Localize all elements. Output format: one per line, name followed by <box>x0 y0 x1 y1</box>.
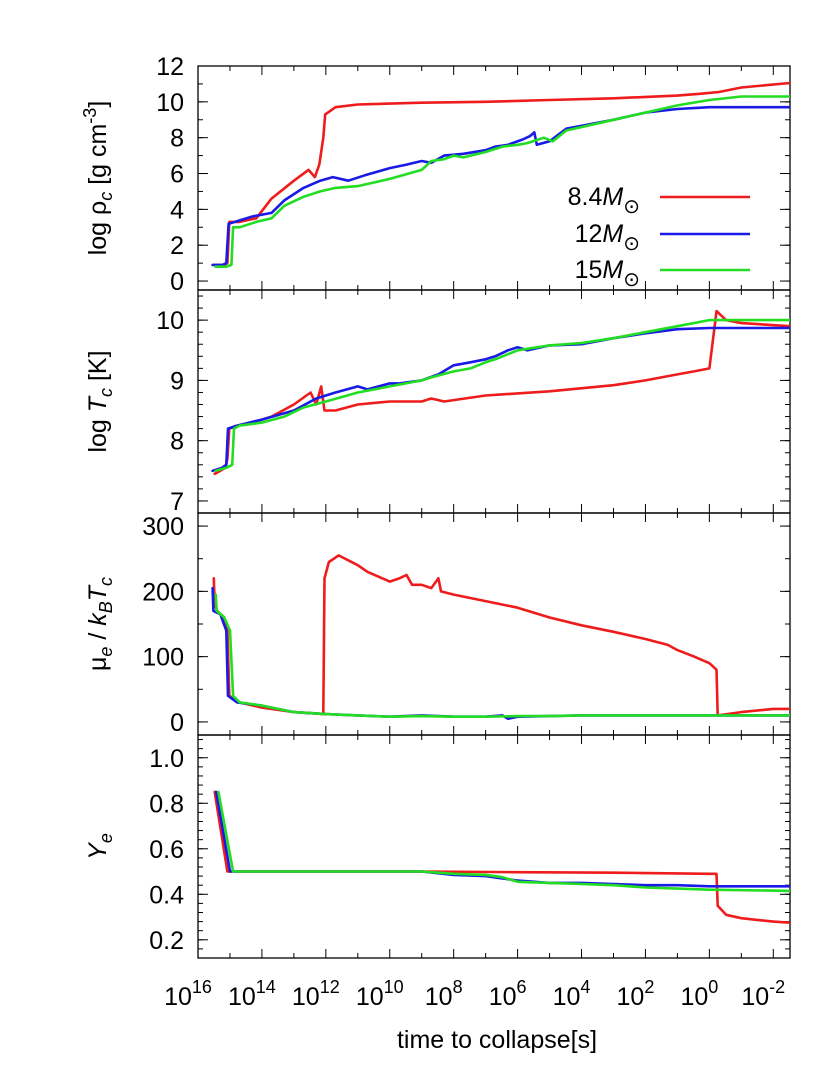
y-tick-label: 10 <box>156 307 184 335</box>
x-tick-label: 100 <box>680 977 718 1011</box>
y-tick-label: 0.8 <box>149 790 184 818</box>
x-tick-label: 1012 <box>292 977 340 1011</box>
x-tick-label: 10-2 <box>741 977 785 1011</box>
x-axis-ticks: 1016 1014 1012 1010 108 106 104 102 100 10-2 <box>164 977 785 1011</box>
y-tick-label: 100 <box>142 644 184 672</box>
y-tick-label: 7 <box>170 488 184 516</box>
series-line-8-4m-sun <box>213 81 790 267</box>
panel-frame <box>197 289 791 514</box>
y-tick-label: 8 <box>170 125 184 153</box>
series-line-15m-sun <box>217 790 790 893</box>
panels: 0 2 4 6 8 10 12 log ρc [g cm-3] 8.4M⊙12M⊙15M⊙ 7 8 9… <box>80 53 791 959</box>
panel-3: 0 100 200 300 μe / kBTc <box>84 512 791 737</box>
y-tick-label: 12 <box>156 53 184 81</box>
y-tick-label: 9 <box>170 367 184 395</box>
y-tick-label: 0.6 <box>149 836 184 864</box>
x-tick-label: 106 <box>489 977 527 1011</box>
legend-label: 15M⊙ <box>575 256 640 291</box>
series-line-12m-sun <box>211 586 790 720</box>
y-axis-label: log ρc [g cm-3] <box>80 101 116 256</box>
x-tick-label: 1016 <box>164 977 212 1011</box>
series-line-15m-sun <box>214 593 790 718</box>
legend-label: 8.4M⊙ <box>568 183 640 218</box>
series-line-15m-sun <box>214 318 790 473</box>
panel-frame <box>197 512 791 736</box>
y-tick-label: 1.0 <box>149 745 184 773</box>
x-tick-label: 104 <box>553 977 591 1011</box>
y-tick-label: 2 <box>170 232 184 260</box>
panel-4: 0.2 0.4 0.6 0.8 1.0 Ye <box>84 734 791 959</box>
panel-1: 0 2 4 6 8 10 12 log ρc [g cm-3] 8.4M⊙12M⊙15M⊙ <box>80 53 791 296</box>
panel-frame <box>197 734 791 959</box>
y-tick-label: 0 <box>170 268 184 296</box>
x-axis-label: time to collapse[s] <box>397 1026 597 1054</box>
y-axis-label: log Tc [K] <box>84 350 116 452</box>
x-tick-label: 102 <box>617 977 655 1011</box>
y-tick-label: 200 <box>142 578 184 606</box>
x-tick-label: 1010 <box>356 977 404 1011</box>
series-line-8-4m-sun <box>213 790 790 924</box>
y-tick-label: 0 <box>170 709 184 737</box>
y-tick-label: 0.4 <box>149 881 184 909</box>
y-tick-label: 0.2 <box>149 927 184 955</box>
y-tick-label: 6 <box>170 161 184 189</box>
x-tick-label: 1014 <box>228 977 276 1011</box>
y-axis-label: Ye <box>84 833 116 860</box>
series-group <box>211 81 790 268</box>
x-tick-label: 108 <box>425 977 463 1011</box>
series-line-8-4m-sun <box>212 554 790 717</box>
panel-frame <box>197 65 791 291</box>
y-tick-label: 8 <box>170 428 184 456</box>
y-axis-label: μe / kBTc <box>84 577 116 671</box>
legend: 8.4M⊙12M⊙15M⊙ <box>568 183 750 291</box>
legend-label: 12M⊙ <box>575 220 640 255</box>
y-tick-label: 300 <box>142 513 184 541</box>
panel-2: 7 8 9 10 log Tc [K] <box>84 289 791 516</box>
series-line-8-4m-sun <box>213 309 790 476</box>
series-line-15m-sun <box>214 95 790 268</box>
series-group <box>211 309 790 476</box>
y-tick-label: 10 <box>156 89 184 117</box>
series-line-12m-sun <box>211 105 790 267</box>
y-tick-label: 4 <box>170 196 184 224</box>
series-group <box>211 554 790 720</box>
series-group <box>213 790 790 924</box>
